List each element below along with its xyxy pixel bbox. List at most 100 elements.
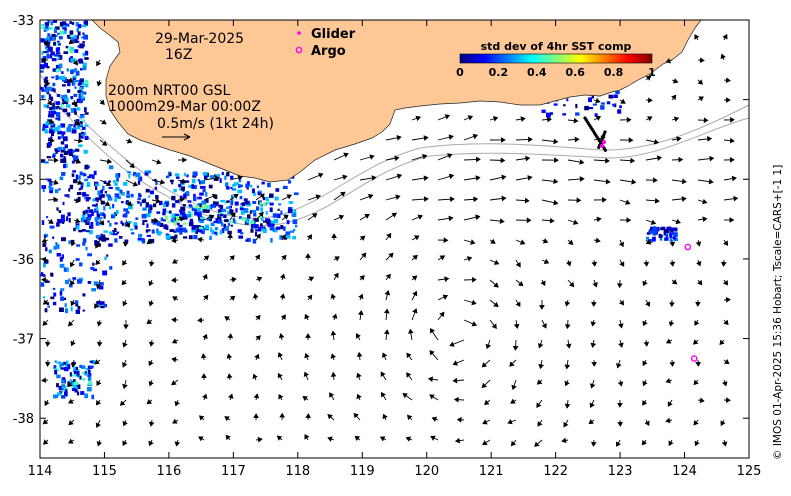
sst-pixel [82,25,87,28]
sst-pixel [57,253,61,257]
sst-pixel [83,35,88,40]
sst-pixel [56,69,60,73]
sst-pixel [43,189,45,192]
sst-pixel [72,173,75,177]
sst-pixel [87,374,90,377]
sst-pixel [81,91,84,94]
sst-pixel [278,203,281,205]
sst-pixel [42,25,46,28]
sst-pixel [62,84,66,86]
sst-pixel [101,194,104,198]
sst-pixel [84,165,88,170]
sst-pixel [124,240,128,243]
sst-pixel [153,204,156,208]
sst-pixel [70,372,72,377]
sst-pixel [232,188,237,190]
sst-pixel [146,229,151,231]
sst-pixel [83,238,87,243]
sst-pixel [619,105,622,108]
sst-pixel [171,215,173,219]
sst-pixel [66,361,69,365]
sst-pixel [82,83,85,85]
sst-pixel [86,230,90,232]
sst-pixel [85,210,88,213]
sst-pixel [245,239,248,241]
sst-pixel [76,225,79,230]
sst-pixel [82,293,85,296]
sst-pixel [85,136,89,140]
sst-pixel [61,95,63,99]
sst-pixel [169,211,172,214]
sst-pixel [588,97,592,102]
sst-pixel [145,170,148,172]
sst-pixel [65,144,68,148]
sst-pixel [65,303,67,307]
sst-pixel [179,210,182,213]
sst-pixel [128,174,130,179]
sst-pixel [186,191,189,196]
sst-pixel [283,186,288,189]
sst-pixel [160,232,162,234]
sst-pixel [252,201,256,204]
sst-pixel [146,189,150,193]
sst-pixel [69,21,72,24]
sst-pixel [267,183,270,185]
colorbar-tick-label: 0.6 [565,66,585,79]
sst-pixel [210,175,215,178]
sst-pixel [193,197,197,202]
sst-pixel [80,172,83,176]
sst-pixel [52,83,55,86]
sst-pixel [189,204,192,206]
sst-pixel [64,156,66,159]
sst-pixel [133,172,136,176]
sst-pixel [91,288,96,291]
sst-pixel [77,392,79,396]
sst-pixel [609,95,614,99]
sst-pixel [238,236,243,239]
glider-legend-marker [297,31,301,35]
sst-pixel [251,210,256,213]
sst-pixel [157,221,161,226]
sst-pixel [293,229,295,231]
sst-pixel [72,374,76,377]
sst-pixel [188,200,192,202]
sst-pixel [188,185,191,188]
sst-pixel [81,44,85,47]
sst-pixel [114,238,117,242]
y-tick-label: -36 [13,253,34,268]
sst-pixel [600,105,605,110]
sst-pixel [292,213,297,217]
sst-pixel [61,172,65,176]
sst-pixel [55,395,58,398]
sst-pixel [107,221,109,223]
sst-pixel [58,43,61,45]
sst-pixel [85,112,89,115]
sst-pixel [171,196,175,201]
sst-pixel [119,190,122,194]
sst-pixel [121,201,124,203]
sst-pixel [56,101,61,105]
sst-pixel [62,254,64,259]
sst-pixel [55,360,57,362]
sst-pixel [79,100,81,103]
x-tick-label: 124 [672,464,697,479]
credit-text-container: © IMOS 01-Apr-2025 15:36 Hobart; Tscale=… [768,30,786,460]
sst-pixel [100,306,104,309]
colorbar-tick-label: 0 [456,66,464,79]
sst-pixel [61,135,63,138]
sst-pixel [287,235,291,239]
sst-pixel [80,186,83,189]
sst-pixel [56,375,61,379]
sst-pixel [173,189,176,192]
sst-pixel [49,250,52,254]
sst-pixel [226,207,231,209]
sst-pixel [108,243,113,246]
sst-pixel [76,108,81,110]
sst-pixel [45,77,48,79]
sst-pixel [40,87,44,90]
y-tick-label: -37 [13,333,34,348]
sst-pixel [64,194,68,196]
sst-pixel [42,95,44,99]
sst-pixel [61,395,66,399]
sst-pixel [50,21,53,25]
